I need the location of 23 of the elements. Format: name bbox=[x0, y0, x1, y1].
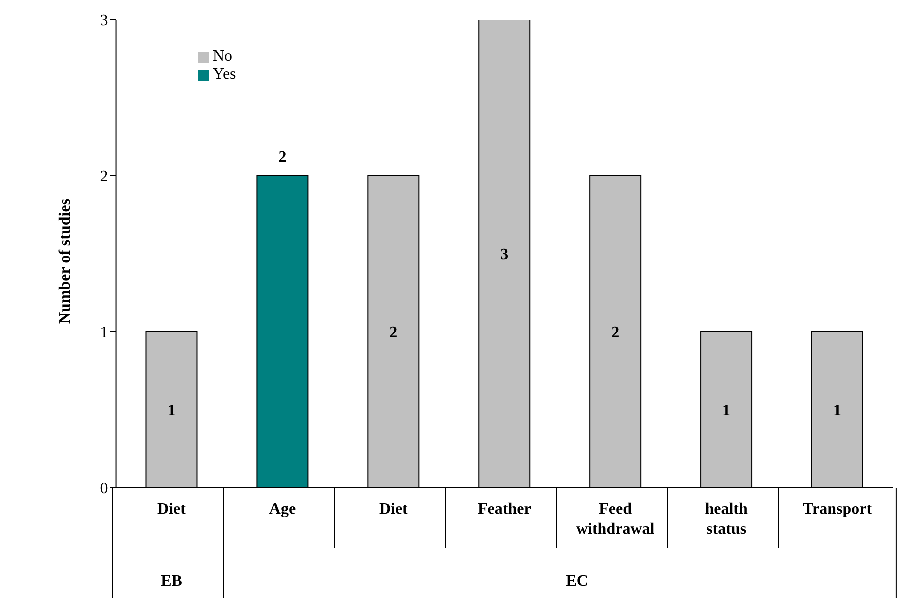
data-label: 1 bbox=[722, 402, 731, 420]
data-label: 3 bbox=[500, 246, 509, 264]
x-tick-label: health status bbox=[705, 501, 748, 538]
x-tick-label: Feather bbox=[478, 501, 532, 518]
x-tick-label: Diet bbox=[158, 501, 187, 518]
legend-label: Yes bbox=[213, 66, 236, 83]
y-tick-label: 0 bbox=[100, 480, 108, 498]
data-label: 2 bbox=[278, 149, 287, 166]
x-tick-label: Age bbox=[269, 501, 296, 518]
data-label: 1 bbox=[834, 402, 842, 420]
y-axis-title: Number of studies bbox=[56, 198, 74, 324]
data-label: 2 bbox=[390, 324, 398, 342]
legend-label: No bbox=[213, 48, 233, 65]
y-tick-label: 3 bbox=[100, 12, 108, 30]
y-tick-label: 1 bbox=[100, 324, 108, 342]
x-tick-label: Transport bbox=[802, 501, 873, 518]
y-tick-label: 2 bbox=[100, 168, 108, 186]
data-label: 2 bbox=[612, 324, 620, 342]
x-tick-label: Feed withdrawal bbox=[576, 501, 656, 538]
text: EC bbox=[566, 573, 588, 590]
text: EB bbox=[161, 573, 183, 590]
data-label: 1 bbox=[168, 402, 176, 420]
x-tick-label: Diet bbox=[379, 501, 409, 518]
